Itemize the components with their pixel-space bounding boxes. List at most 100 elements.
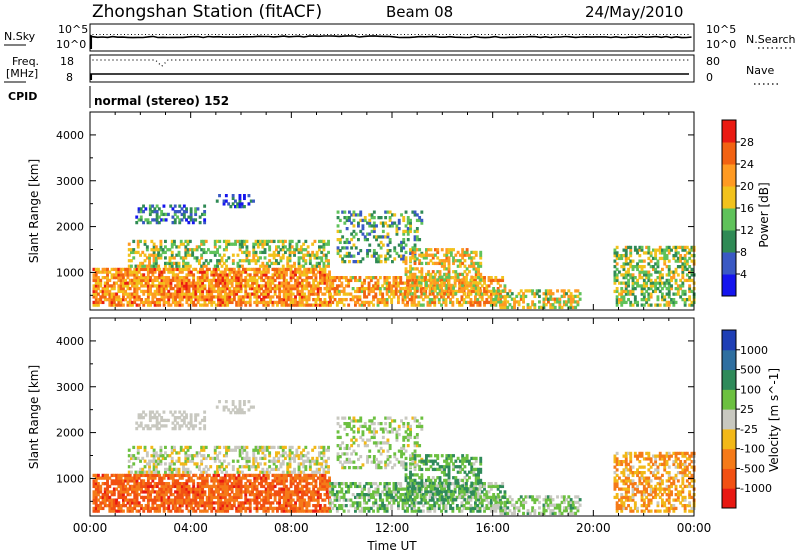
- power-cell: [667, 281, 671, 285]
- power-cell: [471, 276, 475, 280]
- power-cell: [627, 292, 630, 296]
- power-cell: [663, 284, 667, 288]
- velocity-cell: [205, 484, 209, 489]
- power-cell: [310, 270, 313, 274]
- power-cell: [221, 281, 225, 285]
- power-cell: [631, 276, 635, 280]
- nsearch-tick-bottom: 10^0: [706, 38, 736, 51]
- power-cell: [413, 235, 417, 239]
- power-cell: [183, 292, 186, 296]
- power-cell: [273, 270, 277, 274]
- velocity-cell: [158, 495, 162, 500]
- power-cell: [313, 256, 317, 260]
- velocity-cell: [128, 501, 132, 505]
- power-cell: [560, 305, 564, 310]
- power-cell: [280, 298, 284, 302]
- velocity-cell: [167, 484, 171, 489]
- power-cell: [447, 250, 451, 255]
- power-cell: [360, 289, 364, 294]
- power-cell: [688, 248, 692, 252]
- power-cell: [636, 281, 639, 285]
- velocity-cell: [251, 498, 254, 502]
- power-cell: [674, 245, 678, 250]
- power-cell: [219, 278, 223, 283]
- power-cell: [433, 284, 437, 288]
- velocity-cell: [378, 504, 382, 508]
- power-cell: [247, 250, 251, 255]
- power-cell: [638, 259, 642, 263]
- power-cell: [203, 218, 207, 222]
- power-cell: [219, 276, 223, 280]
- power-cell: [153, 218, 157, 222]
- power-cell: [356, 300, 360, 305]
- power-cell: [135, 221, 139, 225]
- power-cell: [618, 254, 621, 258]
- power-cell: [469, 292, 473, 296]
- power-cell: [631, 284, 635, 288]
- power-cell: [674, 267, 678, 272]
- velocity-cell: [307, 482, 311, 486]
- power-cell: [338, 292, 341, 296]
- power-cell: [445, 286, 449, 290]
- power-cell: [665, 287, 669, 291]
- power-cell: [325, 300, 329, 305]
- velocity-cell: [219, 487, 223, 491]
- power-cell: [447, 264, 451, 268]
- power-cell: [298, 289, 302, 294]
- power-cell: [409, 221, 412, 225]
- velocity-cell: [485, 490, 489, 494]
- power-cell: [266, 287, 270, 291]
- velocity-cell: [399, 498, 403, 502]
- velocity-cell: [180, 473, 184, 478]
- power-cell: [214, 267, 218, 272]
- velocity-cell: [112, 501, 116, 505]
- power-cell: [304, 253, 308, 257]
- power-cell: [106, 270, 109, 274]
- velocity-cell: [167, 490, 171, 494]
- power-cell: [203, 210, 207, 214]
- velocity-cell: [294, 473, 297, 478]
- power-cell: [624, 284, 628, 288]
- velocity-cell: [314, 479, 318, 483]
- velocity-cell: [151, 484, 155, 489]
- velocity-cell: [303, 493, 307, 497]
- power-cell: [143, 253, 147, 257]
- power-cell: [236, 205, 240, 209]
- power-cell: [661, 287, 664, 291]
- velocity-cell: [149, 482, 152, 486]
- velocity-cell: [298, 473, 302, 478]
- power-cell: [291, 270, 295, 274]
- velocity-cell: [513, 503, 516, 507]
- power-cell: [162, 300, 166, 305]
- power-cell: [171, 276, 175, 280]
- power-cell: [533, 305, 537, 310]
- freq-unit-label: [MHz]: [6, 67, 38, 80]
- velocity-cell: [160, 501, 164, 505]
- velocity-cell: [219, 484, 223, 489]
- power-cell: [314, 300, 318, 305]
- power-cell: [142, 292, 146, 296]
- velocity-cell: [203, 501, 207, 505]
- velocity-cell: [412, 484, 416, 489]
- power-cell: [303, 278, 307, 283]
- velocity-cell: [137, 487, 141, 491]
- power-cell: [397, 254, 401, 258]
- power-cell: [338, 218, 342, 223]
- power-cell: [629, 248, 633, 252]
- power-cell: [674, 281, 678, 285]
- velocity-cell: [285, 495, 288, 500]
- velocity-cell: [440, 490, 443, 494]
- velocity-cell: [128, 476, 132, 480]
- power-cell: [374, 295, 378, 299]
- power-cell: [688, 303, 692, 307]
- power-cell: [319, 270, 322, 274]
- power-cell: [281, 256, 285, 260]
- velocity-cell: [273, 506, 277, 511]
- velocity-cell: [394, 482, 398, 486]
- power-cell: [170, 239, 174, 244]
- velocity-cell: [112, 479, 116, 483]
- velocity-cell: [167, 509, 171, 513]
- velocity-cell: [244, 473, 248, 478]
- power-cell: [627, 270, 630, 274]
- power-cell: [471, 289, 475, 294]
